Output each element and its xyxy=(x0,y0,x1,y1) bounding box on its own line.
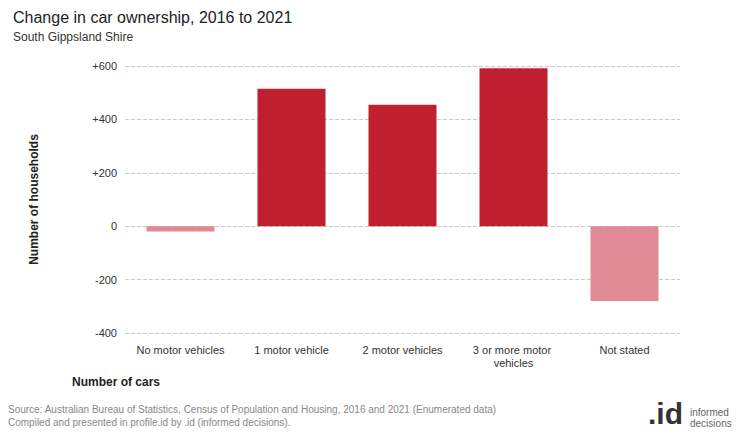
svg-text:+200: +200 xyxy=(92,167,117,179)
svg-text:South Gippsland Shire: South Gippsland Shire xyxy=(13,30,133,44)
svg-text:Change in car ownership, 2016: Change in car ownership, 2016 to 2021 xyxy=(13,9,292,26)
svg-text:decisions: decisions xyxy=(690,418,732,429)
svg-text:-200: -200 xyxy=(95,274,117,286)
svg-text:+600: +600 xyxy=(92,60,117,72)
svg-text:0: 0 xyxy=(111,220,117,232)
svg-text:Number of households: Number of households xyxy=(27,134,41,265)
svg-text:vehicles: vehicles xyxy=(494,357,534,369)
svg-text:3 or more motor: 3 or more motor xyxy=(473,344,554,356)
svg-text:Number of cars: Number of cars xyxy=(72,375,160,389)
svg-text:Source: Australian Bureau of S: Source: Australian Bureau of Statistics,… xyxy=(8,404,496,415)
svg-text:+400: +400 xyxy=(92,113,117,125)
svg-text:2 motor vehicles: 2 motor vehicles xyxy=(362,344,443,356)
svg-text:Not stated: Not stated xyxy=(599,344,649,356)
svg-text:informed: informed xyxy=(690,407,729,418)
svg-text:1 motor vehicle: 1 motor vehicle xyxy=(254,344,329,356)
svg-text:No motor vehicles: No motor vehicles xyxy=(136,344,225,356)
svg-text:-400: -400 xyxy=(95,327,117,339)
svg-text:.id: .id xyxy=(648,397,683,430)
svg-text:Compiled and presented in prof: Compiled and presented in profile.id by … xyxy=(8,417,290,428)
